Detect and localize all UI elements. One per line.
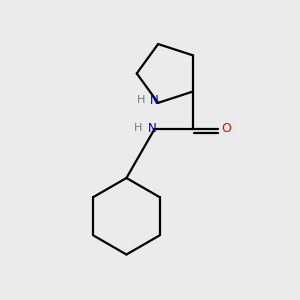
Text: H: H — [134, 123, 142, 133]
Text: H: H — [137, 95, 146, 105]
Text: N: N — [150, 94, 159, 107]
Text: O: O — [221, 122, 231, 135]
Text: N: N — [148, 122, 156, 135]
